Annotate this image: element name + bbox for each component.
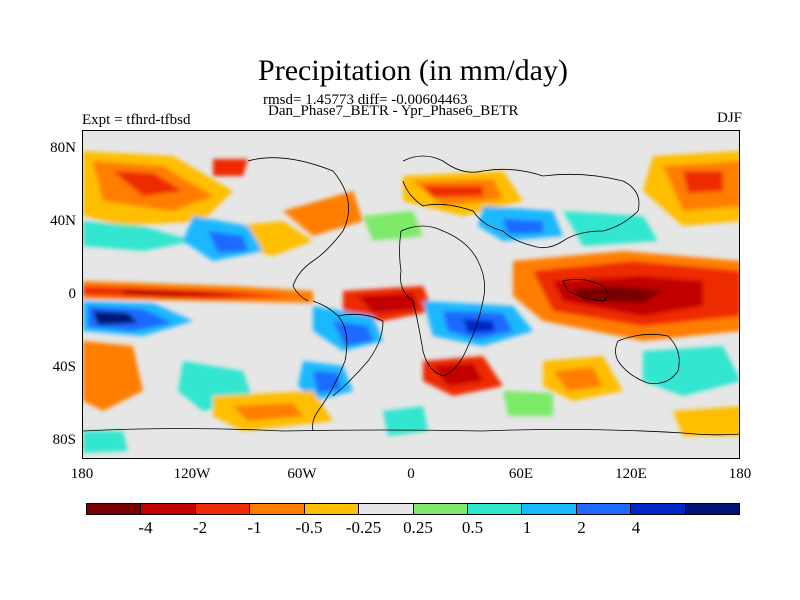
eurasia-coast xyxy=(402,155,640,249)
antarctica-coast xyxy=(83,428,739,436)
map-svg xyxy=(83,131,739,458)
south-america-east-coast xyxy=(332,313,384,397)
colorbar-label: 2 xyxy=(577,518,586,537)
colorbar-swatch xyxy=(87,504,142,514)
colorbar-swatch xyxy=(467,504,523,514)
colorbar-label: -0.25 xyxy=(345,518,382,537)
lon-tick: 120E xyxy=(615,466,647,482)
australia-coast xyxy=(615,333,680,384)
colorbar-swatch xyxy=(250,504,305,514)
colorbar-label: -2 xyxy=(192,518,208,537)
lon-tick: 180 xyxy=(70,466,94,482)
lon-tick: 0 xyxy=(407,466,415,482)
lat-tick: 80S xyxy=(52,432,76,448)
plot-title: Precipitation (in mm/day) xyxy=(258,54,568,87)
colorbar-swatch xyxy=(359,504,414,514)
stats-line: rmsd= 1.45773 diff= -0.00604463 xyxy=(263,92,468,108)
africa-coast xyxy=(399,225,486,377)
colorbar-swatch xyxy=(576,504,632,514)
lat-tick: 80N xyxy=(50,140,76,156)
colorbar-label: -0.5 xyxy=(295,518,323,537)
maritime-continent-coast xyxy=(562,278,609,302)
colorbar-swatch xyxy=(522,504,577,514)
colorbar-swatch xyxy=(304,504,360,514)
lat-tick: 40S xyxy=(52,359,76,375)
lon-tick: 180 xyxy=(728,466,752,482)
lat-tick: 40N xyxy=(50,213,76,229)
colorbar-label: 0.5 xyxy=(461,518,484,537)
colorbar-label: 1 xyxy=(522,518,532,537)
season-label: DJF xyxy=(716,110,742,126)
colorbar-swatch xyxy=(141,504,196,514)
colorbar-label: 4 xyxy=(631,518,641,537)
lon-tick: 60W xyxy=(287,466,317,482)
colorbar-swatch xyxy=(413,504,468,514)
experiment-label: Expt = tfhrd-tfbsd xyxy=(82,112,191,128)
lon-tick: 60E xyxy=(508,466,534,482)
lat-tick: 0 xyxy=(68,286,77,302)
colorbar-label: -1 xyxy=(247,518,262,537)
south-america-coast xyxy=(312,300,348,432)
lon-tick: 120W xyxy=(173,466,211,482)
anomaly-field xyxy=(83,151,739,453)
colorbar-swatch xyxy=(631,504,686,514)
coastlines xyxy=(83,155,739,436)
colorbar-label: -4 xyxy=(138,518,153,537)
colorbar-swatch xyxy=(195,504,251,514)
colorbar-label: 0.25 xyxy=(403,518,433,537)
colorbar-swatch xyxy=(685,504,740,514)
north-america-coast xyxy=(247,157,349,302)
subtitle: Dan_Phase7_BETR - Ypr_Phase6_BETR xyxy=(268,103,519,119)
colorbar xyxy=(86,503,740,515)
precipitation-map xyxy=(82,130,740,459)
